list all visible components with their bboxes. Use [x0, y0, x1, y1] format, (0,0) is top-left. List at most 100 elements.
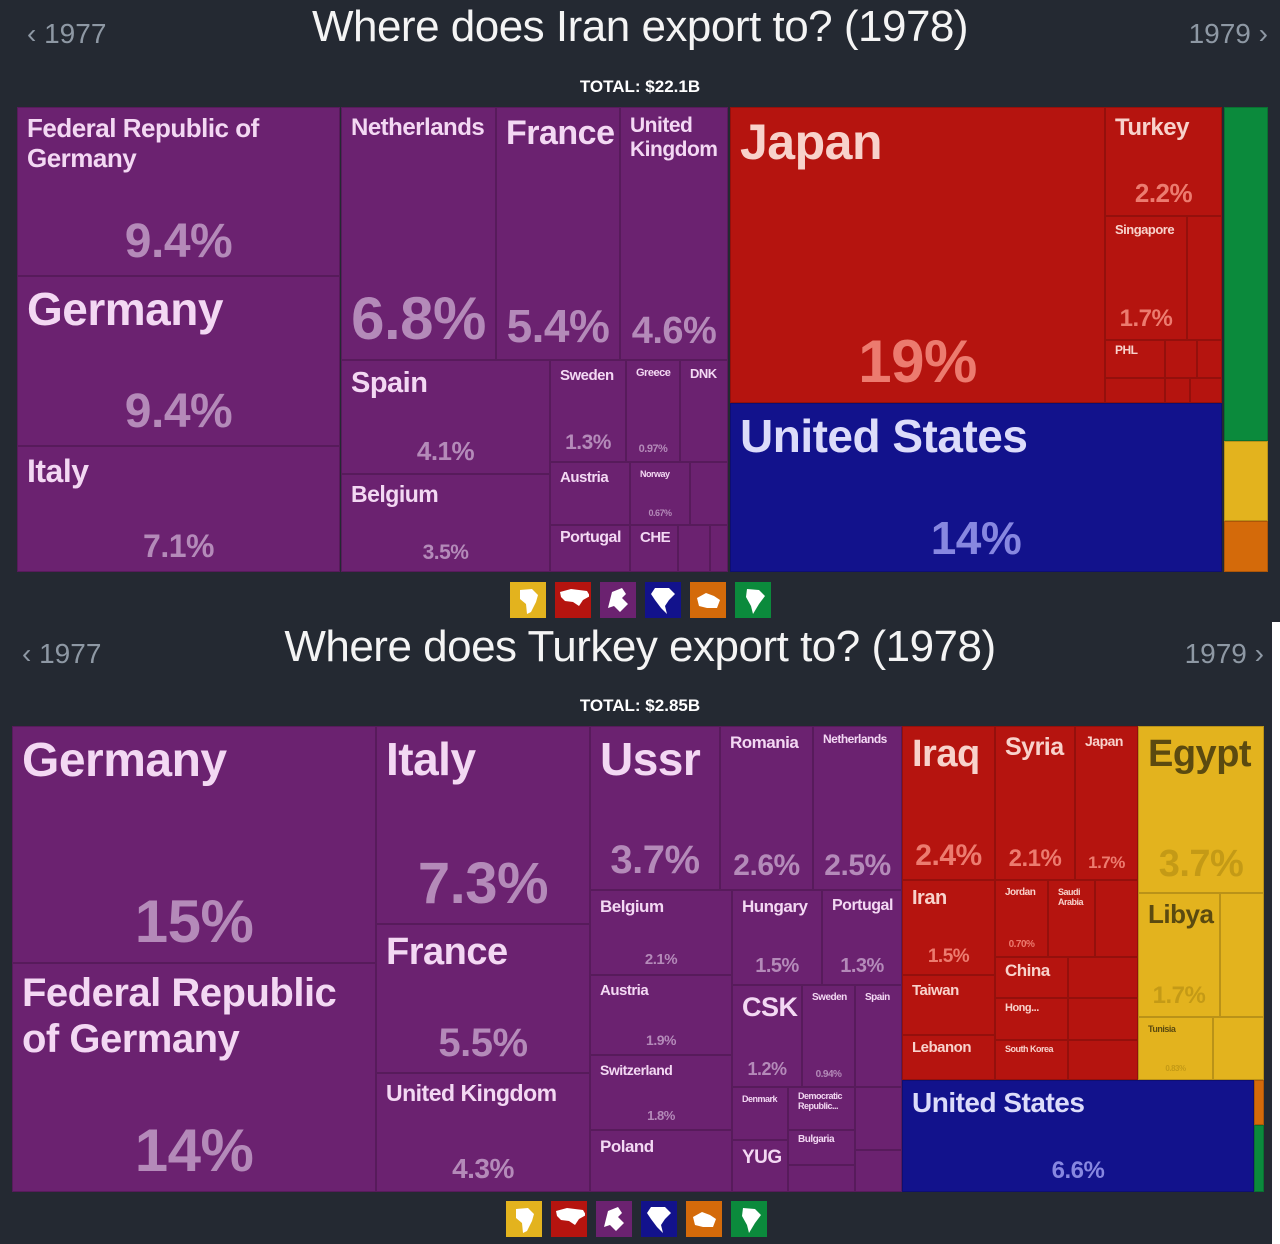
- asia-icon[interactable]: [555, 582, 591, 618]
- turkey-treemap-cell-iran[interactable]: Iran 1.5%: [902, 880, 995, 975]
- turkey-treemap-cell-united-kingdom[interactable]: United Kingdom 4.3%: [376, 1073, 590, 1192]
- north-america-icon[interactable]: [641, 1201, 677, 1237]
- turkey-treemap-cell-unlabeled[interactable]: [788, 1165, 855, 1192]
- turkey-treemap-cell-france[interactable]: France 5.5%: [376, 924, 590, 1073]
- turkey-treemap-cell-saudi-arabia[interactable]: Saudi Arabia: [1048, 880, 1095, 957]
- turkey-treemap-cell-china[interactable]: China: [995, 957, 1068, 998]
- iran-treemap-cell-portugal[interactable]: Portugal: [550, 525, 630, 572]
- iran-treemap-cell-phl[interactable]: PHL: [1105, 340, 1165, 378]
- turkey-treemap-cell-tunisia[interactable]: Tunisia 0.83%: [1138, 1017, 1213, 1080]
- south-america-icon[interactable]: [731, 1201, 767, 1237]
- iran-treemap-cell-unlabeled[interactable]: [1224, 107, 1268, 441]
- iran-treemap-cell-unlabeled[interactable]: [1187, 216, 1222, 340]
- iran-treemap-cell-unlabeled[interactable]: [1224, 521, 1268, 572]
- cell-country-label: South Korea: [1005, 1044, 1054, 1054]
- turkey-treemap-cell-hong[interactable]: Hong...: [995, 998, 1068, 1040]
- turkey-treemap-cell-unlabeled[interactable]: [855, 1150, 902, 1192]
- europe-icon[interactable]: [596, 1201, 632, 1237]
- turkey-treemap-cell-united-states[interactable]: United States 6.6%: [902, 1080, 1254, 1192]
- iran-treemap-cell-turkey[interactable]: Turkey 2.2%: [1105, 107, 1222, 216]
- africa-icon[interactable]: [510, 582, 546, 618]
- turkey-treemap-cell-syria[interactable]: Syria 2.1%: [995, 726, 1075, 880]
- iran-treemap-cell-italy[interactable]: Italy 7.1%: [17, 446, 340, 572]
- cell-share-percent: 0.94%: [815, 1069, 842, 1080]
- cell-share-percent: 1.3%: [565, 431, 611, 454]
- turkey-treemap-cell-unlabeled[interactable]: [855, 1087, 902, 1150]
- iran-treemap-cell-federal-republic-of-germany[interactable]: Federal Republic of Germany 9.4%: [17, 107, 340, 276]
- turkey-treemap-cell-netherlands[interactable]: Netherlands 2.5%: [813, 726, 902, 890]
- iran-treemap-cell-sweden[interactable]: Sweden 1.3%: [550, 360, 626, 462]
- iran-treemap-cell-unlabeled[interactable]: [678, 525, 710, 572]
- cell-country-label: Netherlands: [823, 732, 887, 746]
- africa-icon[interactable]: [506, 1201, 542, 1237]
- south-america-icon[interactable]: [735, 582, 771, 618]
- turkey-treemap-cell-federal-republic-of-germany[interactable]: Federal Republic of Germany 14%: [12, 963, 376, 1192]
- turkey-treemap-cell-unlabeled[interactable]: [1254, 1125, 1264, 1192]
- turkey-treemap-cell-romania[interactable]: Romania 2.6%: [720, 726, 813, 890]
- iran-treemap-cell-belgium[interactable]: Belgium 3.5%: [341, 474, 550, 572]
- iran-treemap-cell-france[interactable]: France 5.4%: [496, 107, 620, 360]
- turkey-treemap-cell-democratic-republic[interactable]: Democratic Republic...: [788, 1087, 855, 1130]
- asia-icon[interactable]: [551, 1201, 587, 1237]
- turkey-treemap-cell-jordan[interactable]: Jordan 0.70%: [995, 880, 1048, 957]
- iran-treemap-cell-unlabeled[interactable]: [710, 525, 728, 572]
- iran-next-year-link[interactable]: 1979 ›: [1188, 18, 1268, 49]
- iran-treemap-cell-dnk[interactable]: DNK: [680, 360, 728, 462]
- iran-treemap-cell-unlabeled[interactable]: [1165, 378, 1190, 403]
- turkey-treemap-cell-lebanon[interactable]: Lebanon: [902, 1035, 995, 1080]
- iran-treemap-cell-singapore[interactable]: Singapore 1.7%: [1105, 216, 1187, 340]
- turkey-treemap-cell-austria[interactable]: Austria 1.9%: [590, 975, 732, 1055]
- turkey-treemap-cell-unlabeled[interactable]: [1095, 880, 1138, 957]
- iran-treemap-cell-unlabeled[interactable]: [1190, 378, 1222, 403]
- turkey-treemap-cell-sweden[interactable]: Sweden 0.94%: [802, 985, 855, 1087]
- turkey-treemap-cell-unlabeled[interactable]: [1213, 1017, 1264, 1080]
- oceania-icon[interactable]: [686, 1201, 722, 1237]
- turkey-treemap-cell-taiwan[interactable]: Taiwan: [902, 975, 995, 1035]
- iran-treemap-cell-unlabeled[interactable]: [1105, 378, 1165, 403]
- north-america-icon[interactable]: [645, 582, 681, 618]
- iran-treemap-cell-austria[interactable]: Austria: [550, 462, 630, 525]
- iran-treemap-cell-united-states[interactable]: United States 14%: [730, 403, 1222, 572]
- iran-treemap-cell-greece[interactable]: Greece 0.97%: [626, 360, 680, 462]
- turkey-treemap-cell-ussr[interactable]: Ussr 3.7%: [590, 726, 720, 890]
- iran-treemap-cell-unlabeled[interactable]: [1224, 441, 1268, 521]
- turkey-treemap-cell-spain[interactable]: Spain: [855, 985, 902, 1087]
- iran-treemap-cell-che[interactable]: CHE: [630, 525, 678, 572]
- turkey-treemap-cell-csk[interactable]: CSK 1.2%: [732, 985, 802, 1087]
- turkey-treemap-cell-unlabeled[interactable]: [1068, 957, 1138, 998]
- iran-treemap-cell-spain[interactable]: Spain 4.1%: [341, 360, 550, 474]
- turkey-treemap-cell-poland[interactable]: Poland: [590, 1130, 732, 1192]
- turkey-treemap-cell-iraq[interactable]: Iraq 2.4%: [902, 726, 995, 880]
- turkey-treemap-cell-portugal[interactable]: Portugal 1.3%: [822, 890, 902, 985]
- turkey-treemap-cell-hungary[interactable]: Hungary 1.5%: [732, 890, 822, 985]
- turkey-treemap-cell-egypt[interactable]: Egypt 3.7%: [1138, 726, 1264, 893]
- turkey-treemap-cell-yug[interactable]: YUG: [732, 1140, 788, 1192]
- turkey-prev-year-link[interactable]: ‹ 1977: [22, 638, 102, 669]
- iran-treemap-cell-unlabeled[interactable]: [1165, 340, 1197, 378]
- turkey-treemap-cell-bulgaria[interactable]: Bulgaria: [788, 1130, 855, 1165]
- turkey-treemap-cell-unlabeled[interactable]: [1068, 998, 1138, 1040]
- turkey-treemap-cell-germany[interactable]: Germany 15%: [12, 726, 376, 963]
- turkey-treemap-cell-unlabeled[interactable]: [1254, 1080, 1264, 1125]
- iran-treemap-cell-unlabeled[interactable]: [690, 462, 728, 525]
- cell-country-label: Austria: [600, 982, 649, 999]
- europe-icon[interactable]: [600, 582, 636, 618]
- turkey-treemap-cell-unlabeled[interactable]: [1068, 1040, 1138, 1080]
- turkey-treemap-cell-unlabeled[interactable]: [1220, 893, 1264, 1017]
- turkey-treemap-cell-belgium[interactable]: Belgium 2.1%: [590, 890, 732, 975]
- iran-treemap-cell-united-kingdom[interactable]: United Kingdom 4.6%: [620, 107, 728, 360]
- turkey-treemap-cell-italy[interactable]: Italy 7.3%: [376, 726, 590, 924]
- turkey-treemap-cell-south-korea[interactable]: South Korea: [995, 1040, 1068, 1080]
- turkey-treemap-cell-japan[interactable]: Japan 1.7%: [1075, 726, 1138, 880]
- turkey-next-year-link[interactable]: 1979 ›: [1184, 638, 1264, 669]
- iran-treemap-cell-japan[interactable]: Japan 19%: [730, 107, 1105, 403]
- turkey-treemap-cell-denmark[interactable]: Denmark: [732, 1087, 788, 1140]
- oceania-icon[interactable]: [690, 582, 726, 618]
- turkey-treemap-cell-switzerland[interactable]: Switzerland 1.8%: [590, 1055, 732, 1130]
- iran-treemap-cell-unlabeled[interactable]: [1197, 340, 1222, 378]
- iran-prev-year-link[interactable]: ‹ 1977: [27, 18, 107, 49]
- iran-treemap-cell-norway[interactable]: Norway 0.67%: [630, 462, 690, 525]
- iran-treemap-cell-netherlands[interactable]: Netherlands 6.8%: [341, 107, 496, 360]
- turkey-treemap-cell-libya[interactable]: Libya 1.7%: [1138, 893, 1220, 1017]
- iran-treemap-cell-germany[interactable]: Germany 9.4%: [17, 276, 340, 446]
